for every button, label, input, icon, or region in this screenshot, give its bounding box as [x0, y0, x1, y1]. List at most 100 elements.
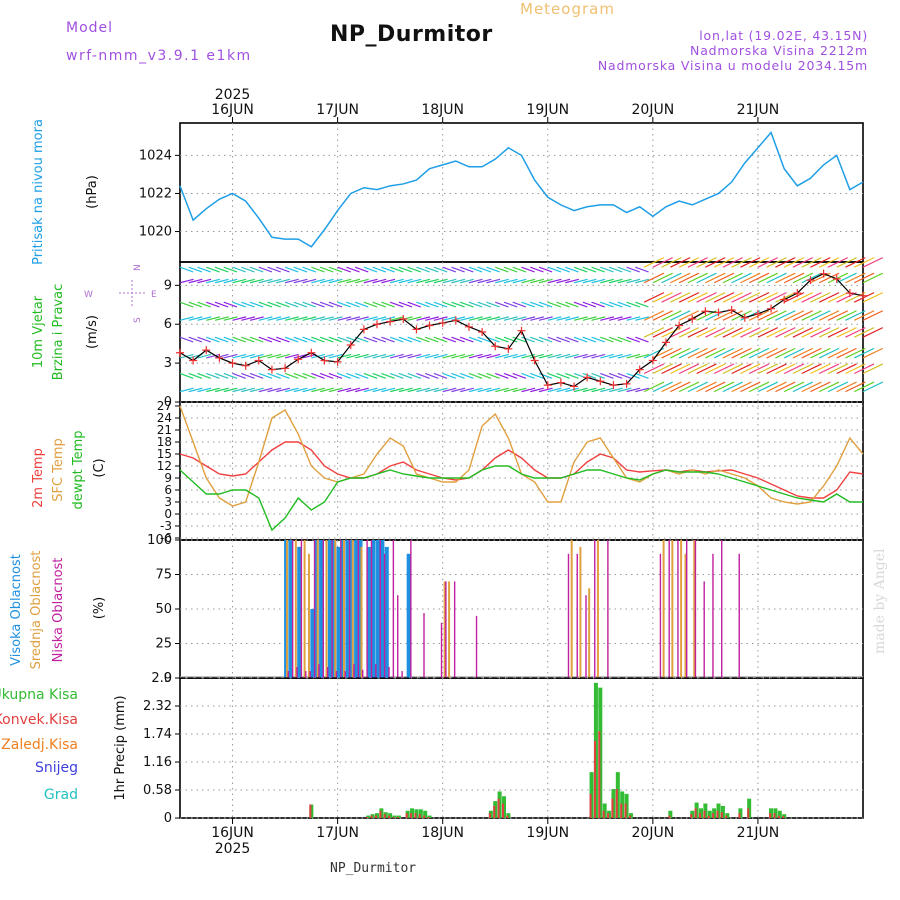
wind-barb	[486, 372, 500, 379]
cloud-bar-low	[344, 671, 346, 678]
wind-barb	[836, 363, 857, 375]
wind-barb	[416, 301, 430, 308]
wind-barb	[696, 381, 717, 393]
wind-barb	[354, 301, 369, 308]
wind-barb	[617, 353, 632, 359]
wind-barb	[477, 301, 492, 308]
wind-barb	[346, 353, 361, 359]
wind-barb	[670, 292, 691, 303]
wind-speed-marker	[780, 295, 789, 304]
wind-barb	[862, 292, 884, 303]
wind-barb	[757, 381, 778, 393]
wind-speed-marker	[767, 304, 776, 313]
wind-barb	[783, 363, 805, 375]
wind-barb	[521, 336, 535, 343]
precip-bar-convective	[405, 813, 408, 818]
y-tick-label: 18	[157, 435, 172, 449]
wind-barb	[293, 372, 308, 379]
wind-speed-marker	[635, 365, 644, 374]
temperature-series-tsfc	[179, 405, 864, 507]
wind-barb	[451, 266, 465, 273]
wind-barb	[267, 387, 282, 393]
wind-barb	[801, 257, 822, 268]
wind-barb	[267, 301, 281, 308]
cloud-bar-low	[326, 666, 329, 678]
wind-barb	[424, 372, 439, 379]
wind-barb	[276, 266, 290, 273]
wind-barb	[678, 292, 700, 303]
y-tick-label: 0	[164, 671, 172, 686]
wind-barb	[276, 372, 290, 379]
wind-barb	[328, 278, 343, 284]
wind-barb	[538, 336, 553, 343]
wind-barb	[818, 327, 840, 338]
wind-barb	[556, 372, 570, 379]
y-tick-label: 21	[157, 423, 172, 437]
wind-barb	[783, 381, 805, 393]
compass-cross	[119, 280, 145, 306]
wind-barb	[354, 387, 369, 393]
wind-barb	[792, 272, 814, 284]
model-elevation: Nadmorska Visina u modelu 2034.15m	[597, 58, 868, 73]
wind-barb	[188, 266, 203, 273]
y-tick-label: 0.58	[143, 783, 172, 798]
wind-barb	[591, 278, 606, 284]
x-day-label-top: 16JUN	[211, 102, 254, 118]
wind-barb	[573, 278, 588, 284]
wind-barb	[670, 272, 691, 284]
y-tick-label: 9	[164, 278, 172, 293]
wind-barb	[433, 278, 448, 284]
wind-barb	[503, 266, 518, 273]
cloud-bar-low	[721, 540, 723, 678]
wind-barb	[643, 327, 665, 338]
wind-barb	[643, 257, 665, 268]
page-title: NP_Durmitor	[330, 22, 493, 47]
wind-barb	[731, 347, 752, 359]
wind-barb	[206, 278, 220, 284]
wind-barb	[565, 372, 579, 379]
wind-speed-marker	[661, 338, 670, 347]
wind-barb	[635, 336, 649, 343]
cloud-bar-low	[440, 622, 443, 678]
wind-barb	[442, 266, 457, 273]
wind-barb	[407, 372, 422, 379]
wind-barb	[284, 316, 299, 321]
wind-barb	[311, 336, 325, 343]
cloud-bar-low	[694, 540, 697, 678]
wind-barb	[678, 272, 700, 284]
wind-barb	[241, 278, 256, 284]
compass-west: W	[84, 290, 93, 300]
wind-barb	[223, 316, 238, 321]
wind-speed-marker	[819, 269, 828, 278]
wind-barb	[468, 316, 483, 321]
wind-barb	[713, 327, 735, 338]
wind-barb	[713, 272, 735, 284]
cloud-bar-low	[659, 553, 662, 678]
chart-kind-label: Meteogram	[520, 0, 615, 18]
wind-barb	[241, 336, 255, 343]
wind-barb	[416, 353, 431, 359]
wind-barb	[731, 381, 752, 393]
wind-barb	[214, 387, 229, 393]
wind-barb	[459, 336, 474, 343]
wind-barb	[424, 266, 439, 273]
wind-barb	[521, 278, 536, 284]
wind-barb	[766, 257, 787, 268]
cloud-bar-high	[384, 546, 389, 678]
temperature-series-dewpt	[179, 465, 863, 532]
wind-barb	[783, 257, 805, 268]
wind-barb	[363, 353, 378, 359]
cloud-bar-low	[401, 671, 403, 678]
wind-speed-marker	[399, 315, 408, 324]
wind-speed-marker	[491, 342, 500, 351]
wind-barb	[582, 387, 597, 393]
wind-barb	[477, 316, 492, 321]
y-tick-label: 75	[155, 568, 172, 583]
cloud-bar-low	[322, 540, 325, 678]
wind-barb	[705, 363, 726, 375]
wind-barb	[258, 353, 273, 359]
wind-barb	[783, 292, 805, 303]
wind-barb	[801, 363, 822, 375]
precip-bar-convective	[602, 810, 605, 818]
wind-barb	[468, 301, 483, 308]
